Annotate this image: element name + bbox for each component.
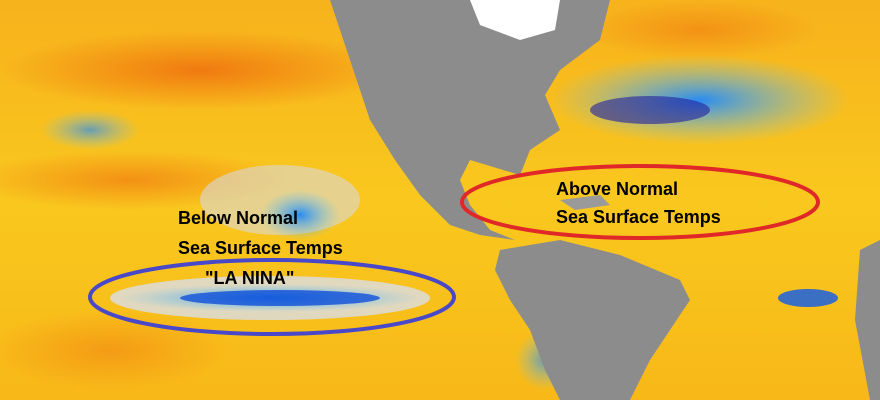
annotation-below: Below Normal Sea Surface Temps "LA NINA" bbox=[178, 208, 343, 288]
annotation-line: Below Normal bbox=[178, 208, 298, 228]
la-nina-outline bbox=[88, 258, 456, 336]
annotation-line: Sea Surface Temps bbox=[556, 207, 721, 227]
annotation-above: Above Normal Sea Surface Temps bbox=[556, 179, 721, 227]
annotation-line: Above Normal bbox=[556, 179, 678, 199]
annotation-line: Sea Surface Temps bbox=[178, 238, 343, 258]
land bbox=[330, 0, 880, 400]
annotation-line: "LA NINA" bbox=[205, 268, 294, 288]
warm-region-outline bbox=[460, 164, 820, 240]
